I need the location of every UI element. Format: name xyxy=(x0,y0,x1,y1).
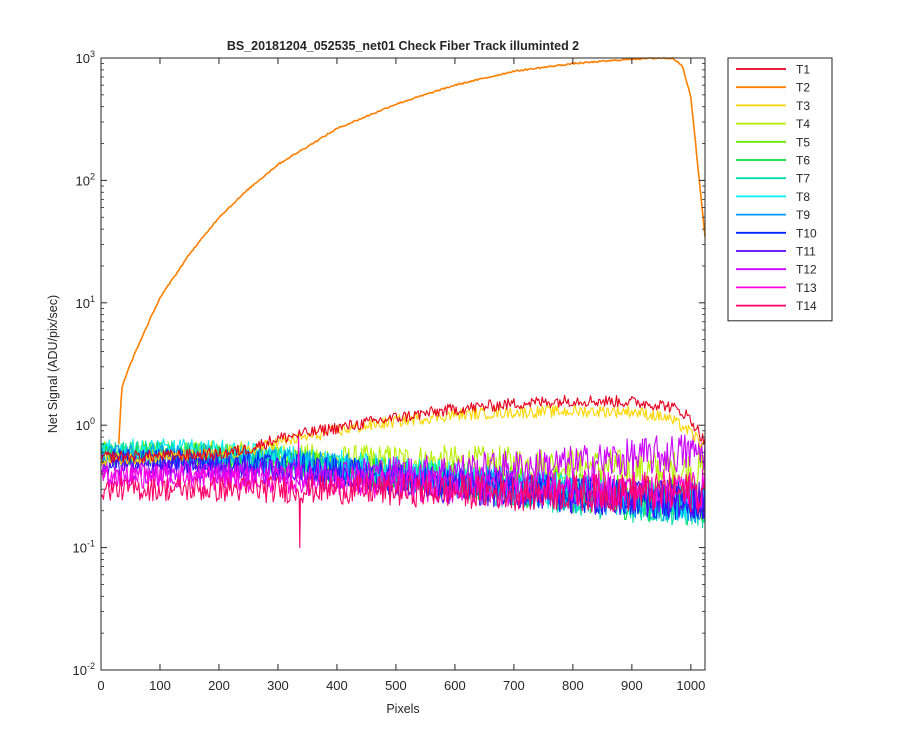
legend-label-t5: T5 xyxy=(796,135,810,149)
legend-label-t9: T9 xyxy=(796,208,810,222)
legend-label-t13: T13 xyxy=(796,281,817,295)
series-line-t13 xyxy=(100,433,706,510)
legend-label-t1: T1 xyxy=(796,63,810,77)
legend-label-t3: T3 xyxy=(796,99,810,113)
y-tick-exponent: 0 xyxy=(90,416,95,426)
x-tick-label: 0 xyxy=(97,678,104,693)
y-axis-label: Net Signal (ADU/pix/sec) xyxy=(46,295,60,433)
x-tick-label: 800 xyxy=(562,678,584,693)
x-tick-label: 700 xyxy=(503,678,525,693)
legend-box xyxy=(727,57,833,322)
y-tick-label: 103 xyxy=(76,49,95,66)
legend-label-t12: T12 xyxy=(796,263,817,277)
axes-layer: 0 100 200 300 400 500 600 700 800 900 100010-210-1… xyxy=(73,49,706,693)
y-tick-base: 10 xyxy=(73,663,87,678)
legend-label-t10: T10 xyxy=(796,226,817,240)
y-tick-exponent: -1 xyxy=(87,539,95,549)
chart-title: BS_20181204_052535_net01 Check Fiber Tra… xyxy=(227,39,579,53)
y-tick-base: 10 xyxy=(76,51,90,66)
series-line-t1 xyxy=(100,394,706,464)
y-tick-exponent: 2 xyxy=(90,171,95,181)
y-tick-label: 101 xyxy=(76,294,95,311)
y-tick-base: 10 xyxy=(76,296,90,311)
legend-label-t7: T7 xyxy=(796,172,810,186)
axes-box xyxy=(100,57,706,671)
series-line-t2 xyxy=(117,56,706,445)
x-tick-label: 600 xyxy=(444,678,466,693)
y-tick-base: 10 xyxy=(76,173,90,188)
y-tick-base: 10 xyxy=(76,418,90,433)
x-tick-label: 400 xyxy=(326,678,348,693)
x-tick-label: 300 xyxy=(267,678,289,693)
y-tick-exponent: 1 xyxy=(90,294,95,304)
plot-area xyxy=(101,58,705,670)
legend-label-t11: T11 xyxy=(796,245,816,259)
x-axis-label: Pixels xyxy=(386,702,419,716)
y-tick-exponent: 3 xyxy=(90,49,95,59)
x-tick-label: 200 xyxy=(208,678,230,693)
x-tick-label: 500 xyxy=(385,678,407,693)
legend-label-t14: T14 xyxy=(796,299,817,313)
legend: T1 T2 T3 T4 T5 T6 T7 T8 T9 T10 T11 T12 T13 T14 xyxy=(727,57,833,322)
y-tick-label: 102 xyxy=(76,171,95,188)
x-tick-label: 100 xyxy=(149,678,171,693)
y-tick-exponent: -2 xyxy=(87,661,95,671)
y-tick-label: 100 xyxy=(76,416,95,433)
legend-label-t6: T6 xyxy=(796,154,810,168)
x-tick-label: 1000 xyxy=(676,678,705,693)
y-tick-label: 10-1 xyxy=(73,539,95,556)
series-layer xyxy=(100,56,706,549)
y-tick-label: 10-2 xyxy=(73,661,95,678)
y-tick-base: 10 xyxy=(73,541,87,556)
series-line-t14 xyxy=(100,472,706,549)
legend-label-t4: T4 xyxy=(796,117,810,131)
legend-label-t2: T2 xyxy=(796,81,810,95)
x-tick-label: 900 xyxy=(621,678,643,693)
legend-label-t8: T8 xyxy=(796,190,810,204)
